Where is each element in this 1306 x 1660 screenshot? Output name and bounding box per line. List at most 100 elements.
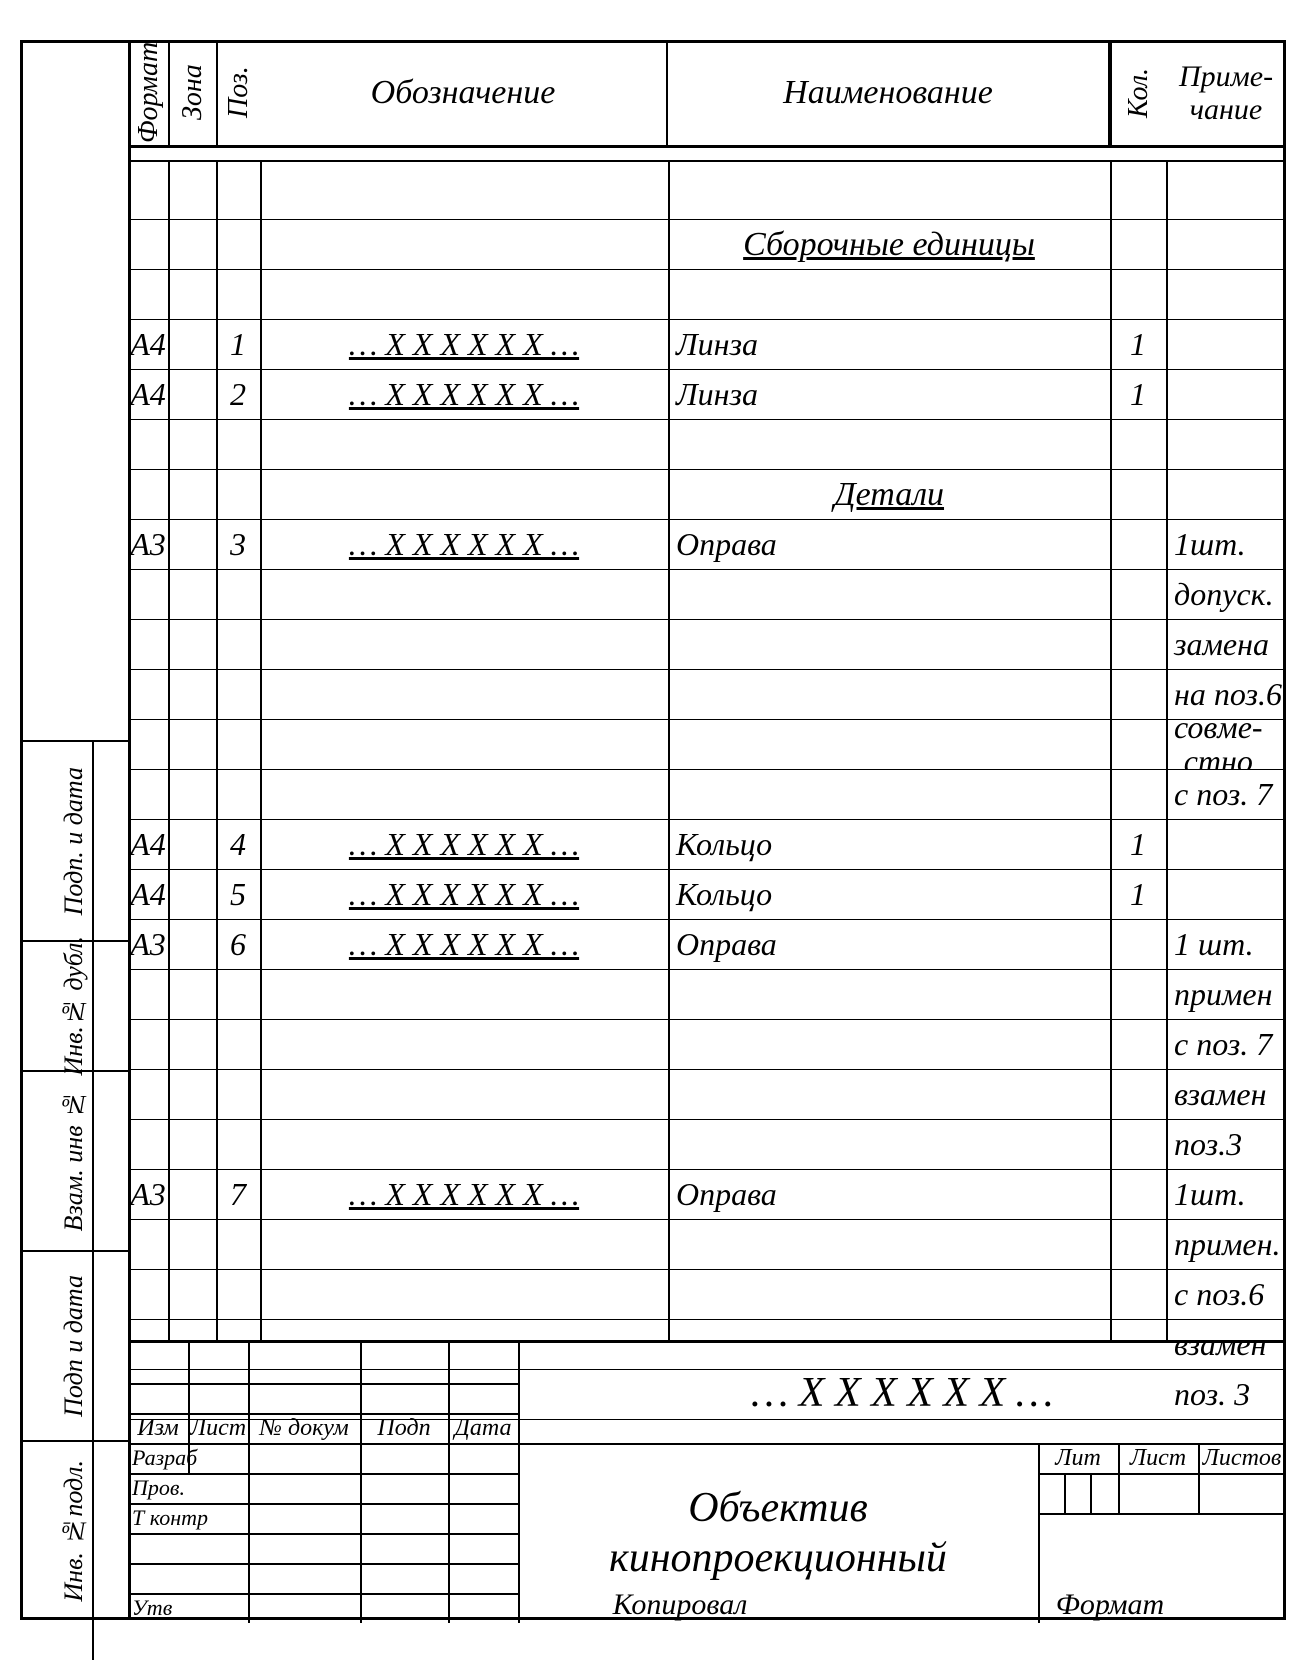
spine-label: Инв. №подл. — [59, 1460, 89, 1602]
tb-rule — [1038, 1473, 1286, 1475]
col-header-name: Наименование — [668, 40, 1110, 145]
rev-col-ndoc: № докум — [248, 1413, 360, 1443]
cell-format: А3 — [128, 920, 168, 969]
cell-pos: 3 — [216, 520, 260, 569]
cell-designation: … X X X X X X … — [260, 1170, 668, 1219]
table-row: на поз.6 — [128, 670, 1286, 720]
role-prov: Пров. — [128, 1473, 248, 1503]
tb-rule — [1038, 1513, 1286, 1515]
cell-note: примен. — [1166, 1220, 1286, 1269]
cell-format: А4 — [128, 320, 168, 369]
table-row: с поз. 7 — [128, 770, 1286, 820]
cell-designation: … X X X X X X … — [260, 820, 668, 869]
tb-rule — [1090, 1473, 1092, 1513]
role-razrab: Разраб — [128, 1443, 248, 1473]
table-row — [128, 420, 1286, 470]
doc-title-line: кинопроекционный — [609, 1533, 947, 1583]
cell-note — [1166, 820, 1286, 869]
cell-name: Оправа — [668, 1170, 1110, 1219]
cell-note: с поз.6 — [1166, 1270, 1286, 1319]
table-row — [128, 270, 1286, 320]
footer-copied: Копировал — [520, 1590, 840, 1620]
section-heading: Сборочные единицы — [668, 220, 1110, 269]
rev-col-data: Дата — [448, 1413, 518, 1443]
cell-pos: 5 — [216, 870, 260, 919]
cell-designation: … X X X X X X … — [260, 320, 668, 369]
cell-format: А4 — [128, 870, 168, 919]
tb-rule — [248, 1343, 250, 1623]
cell-format: А3 — [128, 1170, 168, 1219]
spine-seg-5: Инв. №подл. — [20, 1440, 128, 1620]
table-row: с поз. 7 — [128, 1020, 1286, 1070]
doc-title-line: Объектив — [688, 1483, 868, 1533]
cell-name: Кольцо — [668, 820, 1110, 869]
cell-designation: … X X X X X X … — [260, 370, 668, 419]
cell-name: Оправа — [668, 520, 1110, 569]
spine-label: Взам. инв № — [59, 1090, 89, 1231]
table-row: с поз.6 — [128, 1270, 1286, 1320]
col-header-pos: Поз. — [216, 40, 260, 145]
table-row: примен — [128, 970, 1286, 1020]
cell-note: на поз.6 — [1166, 670, 1286, 719]
rev-col-podp: Подп — [360, 1413, 448, 1443]
ескд-спецификация: Подп. и дата Инв.№ дубл. Взам. инв № Под… — [0, 0, 1306, 1642]
cell-name: Оправа — [668, 920, 1110, 969]
tb-rule — [1064, 1473, 1066, 1513]
cell-qty: 1 — [1110, 370, 1166, 419]
cell-designation: … X X X X X X … — [260, 920, 668, 969]
cell-note: взамен — [1166, 1070, 1286, 1119]
cell-name: Линза — [668, 370, 1110, 419]
cell-format: А4 — [128, 820, 168, 869]
cell-note: поз.3 — [1166, 1120, 1286, 1169]
cell-pos: 7 — [216, 1170, 260, 1219]
cell-designation: … X X X X X X … — [260, 870, 668, 919]
cell-note: замена — [1166, 620, 1286, 669]
spine-seg-2: Инв.№ дубл. — [20, 940, 128, 1070]
cell-note — [1166, 870, 1286, 919]
table-row: замена — [128, 620, 1286, 670]
rev-col-list: Лист — [188, 1413, 248, 1443]
cell-format: А3 — [128, 520, 168, 569]
role-tkontr: Т контр — [128, 1503, 248, 1533]
cell-qty — [1110, 1170, 1166, 1219]
table-row: А33… X X X X X X …Оправа1шт. — [128, 520, 1286, 570]
cell-format: А4 — [128, 370, 168, 419]
rev-col-izm: Изм — [128, 1413, 188, 1443]
left-spine: Подп. и дата Инв.№ дубл. Взам. инв № Под… — [20, 40, 128, 1620]
spine-label: Подп. и дата — [59, 767, 89, 915]
col-header-designation: Обозначение — [260, 40, 668, 145]
col-header-format: Формат — [128, 40, 168, 145]
cell-note: 1 шт. — [1166, 920, 1286, 969]
cell-qty — [1110, 520, 1166, 569]
title-block: Изм Лист № докум Подп Дата Разраб Пров. … — [128, 1340, 1286, 1620]
cell-pos: 4 — [216, 820, 260, 869]
table-row: А41… X X X X X X …Линза1 — [128, 320, 1286, 370]
col-header-qty: Кол. — [1110, 40, 1166, 145]
cell-qty: 1 — [1110, 870, 1166, 919]
spine-label: Подп и дата — [59, 1275, 89, 1417]
table-row: А4 2… X X X X X X …Линза1 — [128, 370, 1286, 420]
table-row: совме- стно — [128, 720, 1286, 770]
table-row: поз.3 — [128, 1120, 1286, 1170]
cell-note: совме- стно — [1166, 720, 1286, 769]
cell-name: Кольцо — [668, 870, 1110, 919]
table-row: А3 6… X X X X X X …Оправа 1 шт. — [128, 920, 1286, 970]
tb-rule — [360, 1343, 362, 1623]
role-utv: Утв — [128, 1593, 248, 1623]
cell-qty: 1 — [1110, 820, 1166, 869]
table-row: Сборочные единицы — [128, 220, 1286, 270]
cell-note: допуск. — [1166, 570, 1286, 619]
lit-label: Лит — [1038, 1443, 1118, 1473]
cell-note — [1166, 370, 1286, 419]
list-label: Лист — [1118, 1443, 1198, 1473]
table-row: взамен — [128, 1070, 1286, 1120]
cell-note: 1шт. — [1166, 1170, 1286, 1219]
table-row: А3 7… X X X X X X …Оправа 1шт. — [128, 1170, 1286, 1220]
cell-note: 1шт. — [1166, 520, 1286, 569]
cell-pos: 6 — [216, 920, 260, 969]
cell-pos: 2 — [216, 370, 260, 419]
table-row — [128, 170, 1286, 220]
spine-label: Инв.№ дубл. — [59, 936, 89, 1076]
cell-pos: 1 — [216, 320, 260, 369]
cell-qty — [1110, 920, 1166, 969]
